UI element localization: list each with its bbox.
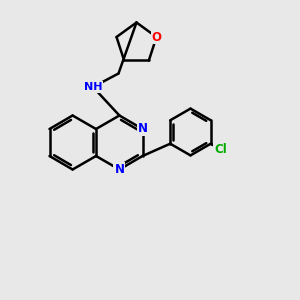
- Text: N: N: [114, 163, 124, 176]
- Text: N: N: [137, 122, 148, 136]
- Text: O: O: [152, 31, 161, 44]
- Text: NH: NH: [84, 82, 102, 92]
- Text: Cl: Cl: [214, 143, 227, 156]
